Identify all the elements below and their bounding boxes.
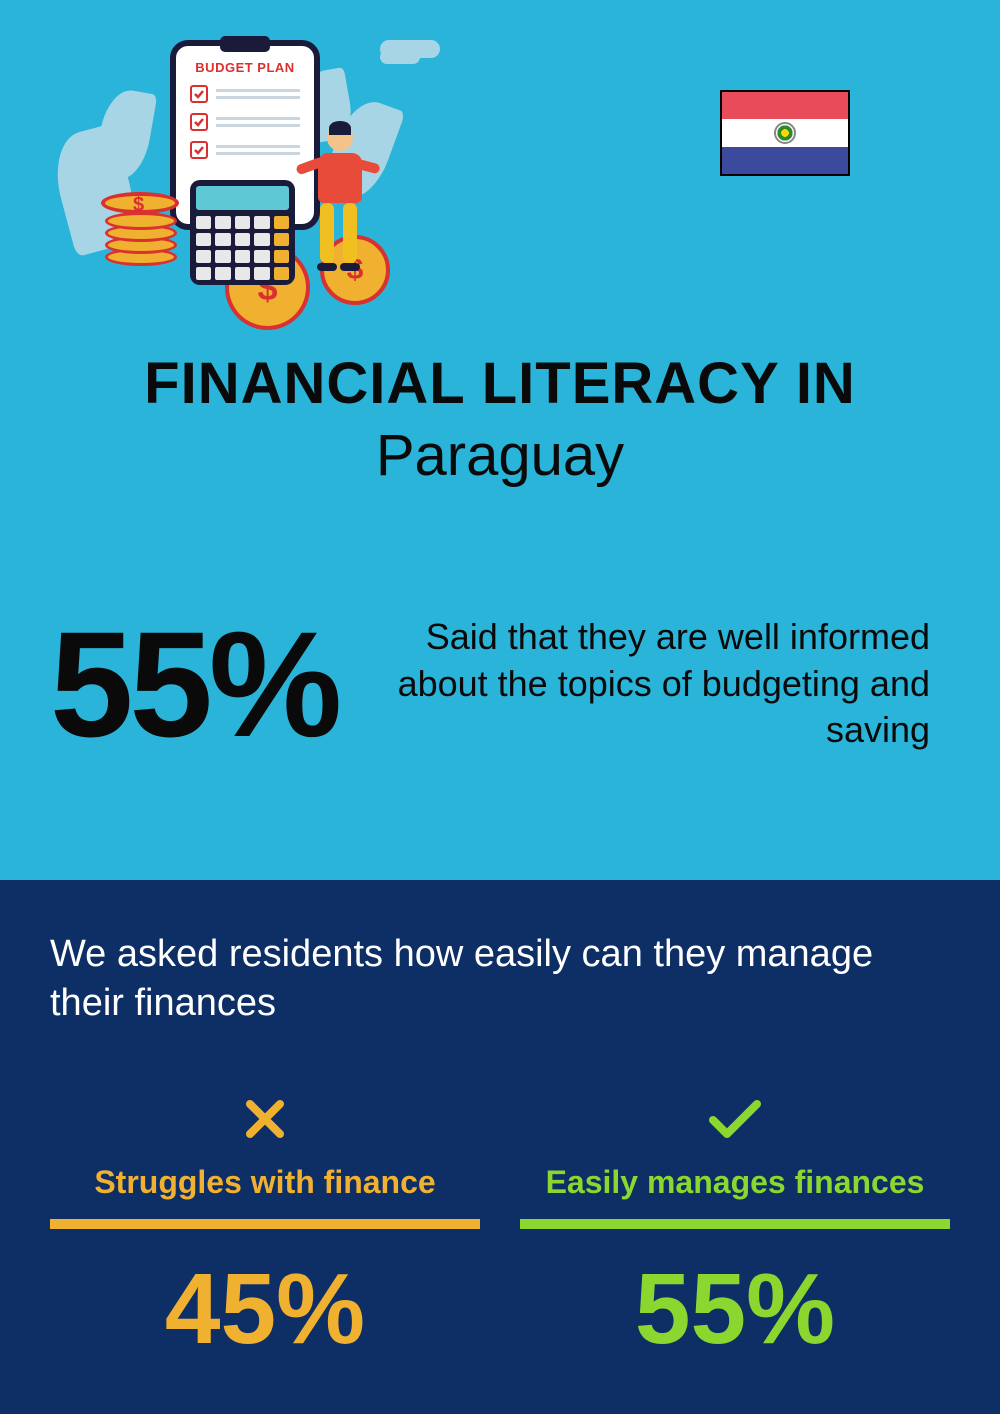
struggles-column: Struggles with finance 45% xyxy=(50,1089,480,1359)
manages-label: Easily manages finances xyxy=(520,1164,950,1201)
clipboard-title: BUDGET PLAN xyxy=(176,60,314,75)
bottom-section: We asked residents how easily can they m… xyxy=(0,880,1000,1414)
main-stat-percent: 55% xyxy=(50,609,338,759)
flag-emblem-icon xyxy=(774,122,796,144)
manages-divider xyxy=(520,1219,950,1229)
struggles-divider xyxy=(50,1219,480,1229)
title-line1: FINANCIAL LITERACY IN xyxy=(50,350,950,417)
paraguay-flag-icon xyxy=(720,90,850,176)
main-stat-description: Said that they are well informed about t… xyxy=(368,614,950,754)
main-stat-row: 55% Said that they are well informed abo… xyxy=(50,609,950,759)
header-row: BUDGET PLAN $ $ $ xyxy=(50,30,950,310)
comparison-row: Struggles with finance 45% Easily manage… xyxy=(50,1089,950,1359)
cross-icon xyxy=(50,1089,480,1149)
budget-illustration: BUDGET PLAN $ $ $ xyxy=(50,30,410,290)
flag-stripe-red xyxy=(722,92,848,119)
manages-percent: 55% xyxy=(520,1259,950,1359)
person-icon xyxy=(310,125,370,280)
survey-question: We asked residents how easily can they m… xyxy=(50,930,950,1029)
flag-stripe-white xyxy=(722,119,848,146)
manages-column: Easily manages finances 55% xyxy=(520,1089,950,1359)
check-icon xyxy=(520,1089,950,1149)
calculator-icon xyxy=(190,180,295,285)
struggles-percent: 45% xyxy=(50,1259,480,1359)
coins-stack-icon: $ xyxy=(105,200,185,280)
top-section: BUDGET PLAN $ $ $ xyxy=(0,0,1000,880)
flag-stripe-blue xyxy=(722,147,848,174)
struggles-label: Struggles with finance xyxy=(50,1164,480,1201)
title-line2: Paraguay xyxy=(50,422,950,489)
title-block: FINANCIAL LITERACY IN Paraguay xyxy=(50,350,950,489)
infographic-page: BUDGET PLAN $ $ $ xyxy=(0,0,1000,1414)
